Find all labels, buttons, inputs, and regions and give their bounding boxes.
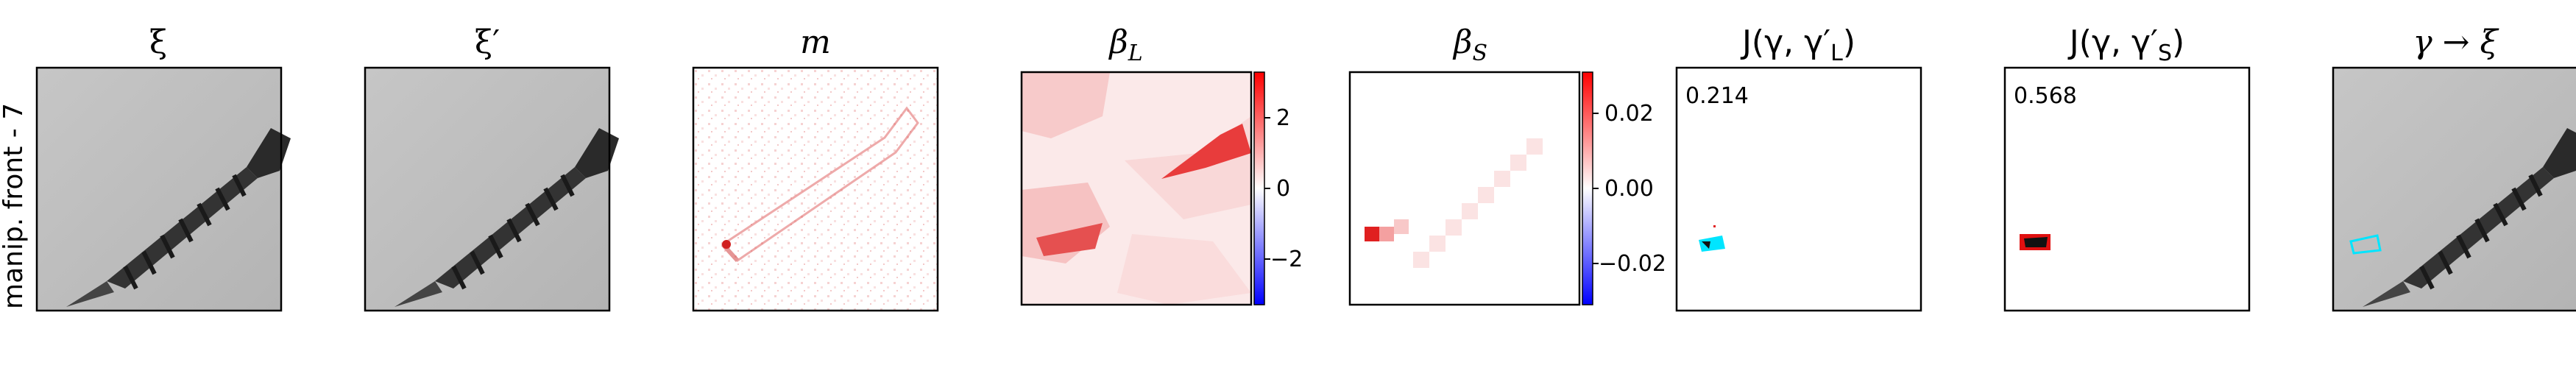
heatmap-beta-s	[1350, 72, 1579, 305]
colorbar-beta-s: 0.02 0.00 −0.02	[1582, 71, 1666, 305]
jaccard-score-l: 0.214	[1685, 83, 1749, 109]
panel-beta-l: βL 2 0 −2	[1020, 24, 1303, 306]
panel-xi: ξ	[35, 24, 291, 312]
image-xi	[37, 68, 281, 311]
panel-title-xi: ξ	[149, 24, 167, 61]
colorbar-tick: 0.00	[1604, 176, 1654, 202]
panel-title-overlay: γ → ξ	[2413, 24, 2499, 61]
jaccard-score-s: 0.568	[2014, 83, 2077, 109]
colorbar-tick: 0	[1276, 176, 1290, 202]
colorbar-tick: −0.02	[1599, 251, 1666, 277]
panel-xi-prime: ξ′	[364, 24, 619, 312]
panel-title-xi-prime: ξ′	[475, 24, 500, 61]
panel-j-l: J(γ, γ′L) 0.214	[1675, 24, 1922, 312]
mask-j-s	[2005, 68, 2249, 311]
image-xi-prime	[365, 68, 609, 311]
panel-title-j-s: J(γ, γ′S)	[2067, 24, 2184, 66]
colorbar-beta-l: 2 0 −2	[1253, 71, 1303, 305]
colorbar-tick: −2	[1270, 247, 1303, 272]
row-label: manip. front - 7	[0, 103, 29, 309]
panel-title-j-l: J(γ, γ′L)	[1740, 24, 1855, 66]
panel-j-s: J(γ, γ′S) 0.568	[2003, 24, 2251, 312]
panel-title-beta-l: βL	[1108, 24, 1142, 66]
panel-title-m: m	[800, 24, 831, 61]
heatmap-m	[693, 68, 938, 311]
mask-j-l	[1677, 68, 1921, 311]
panel-m: m	[692, 24, 939, 312]
panel-beta-s: βS 0.02 0.00 −0.02	[1348, 24, 1666, 306]
colorbar-tick: 2	[1276, 105, 1290, 131]
colorbar-tick: 0.02	[1604, 101, 1654, 127]
panel-title-beta-s: βS	[1452, 24, 1487, 66]
panel-overlay: γ → ξ	[2332, 24, 2576, 312]
overlay-contour	[2349, 234, 2382, 255]
